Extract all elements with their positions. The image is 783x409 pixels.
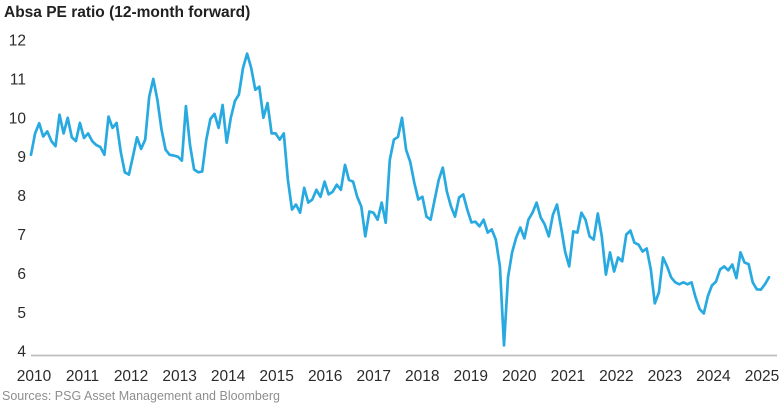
x-tick-label: 2011 (66, 368, 99, 385)
x-tick-label: 2012 (114, 368, 148, 385)
x-tick-label: 2010 (17, 368, 52, 385)
x-tick-label: 2013 (162, 368, 196, 385)
y-tick-label: 8 (17, 188, 26, 205)
x-tick-label: 2024 (696, 368, 731, 385)
y-tick-label: 6 (17, 266, 26, 283)
x-tick-label: 2022 (599, 368, 633, 385)
x-tick-label: 2018 (405, 368, 439, 385)
source-note: Sources: PSG Asset Management and Bloomb… (2, 389, 280, 403)
x-tick-label: 2017 (356, 368, 390, 385)
pe-ratio-series-line (29, 52, 771, 347)
y-tick-label: 11 (10, 71, 26, 88)
y-tick-label: 5 (17, 305, 26, 322)
x-tick-label: 2021 (551, 368, 585, 385)
chart-title: Absa PE ratio (12-month forward) (4, 4, 251, 21)
x-tick-label: 2023 (648, 368, 682, 385)
y-tick-label: 9 (17, 149, 26, 166)
x-tick-label: 2019 (454, 368, 488, 385)
y-tick-label: 4 (17, 344, 26, 361)
y-tick-label: 7 (17, 227, 26, 244)
x-tick-label: 2014 (211, 368, 246, 385)
y-tick-label: 10 (9, 110, 27, 127)
x-tick-label: 2020 (502, 368, 537, 385)
x-tick-label: 2025 (745, 368, 779, 385)
x-tick-label: 2016 (308, 368, 342, 385)
y-tick-label: 12 (9, 33, 26, 50)
x-tick-label: 2015 (259, 368, 293, 385)
